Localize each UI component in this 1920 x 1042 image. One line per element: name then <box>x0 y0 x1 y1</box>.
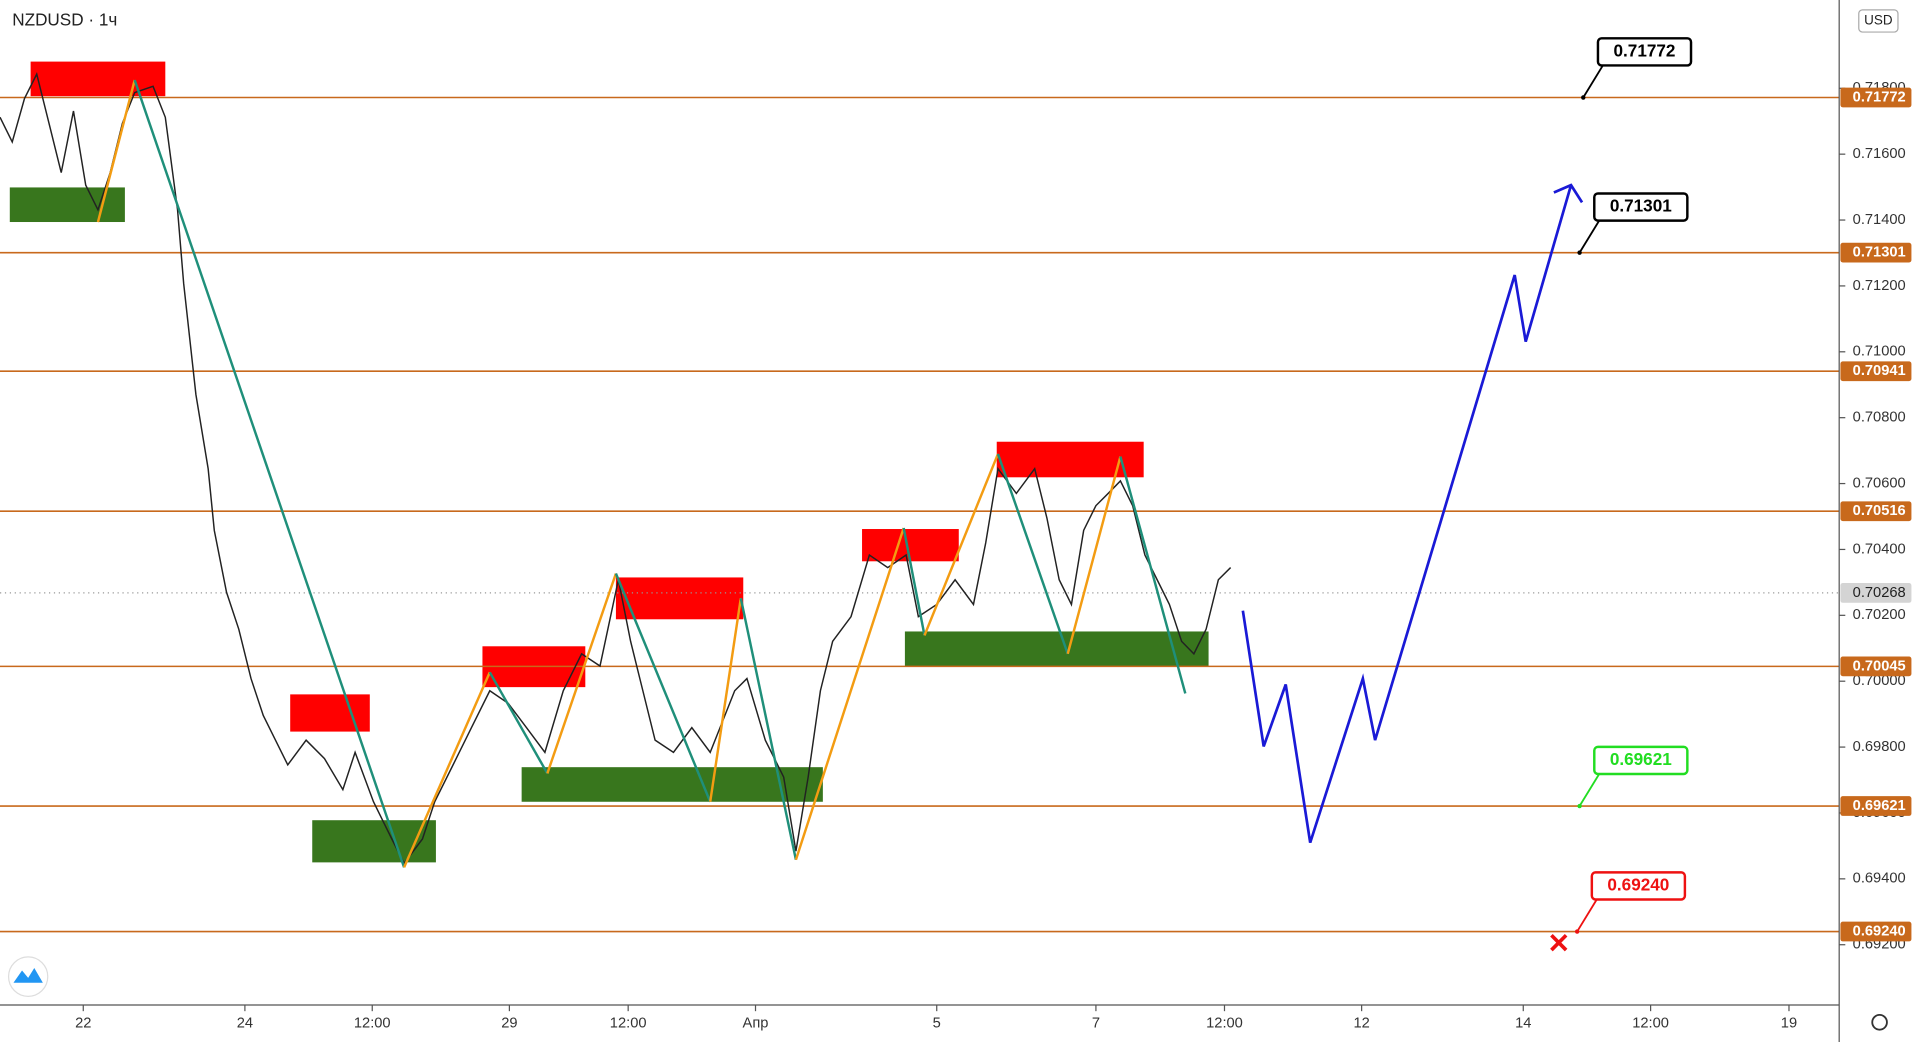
zigzag-segment <box>96 79 136 223</box>
zigzag-segment <box>614 573 712 803</box>
zigzag-segment <box>488 671 549 775</box>
y-tick-label: 0.71000 <box>1853 344 1906 360</box>
zone <box>9 187 125 223</box>
level-label: 0.69240 <box>1853 923 1906 939</box>
zigzag-segment <box>902 527 926 636</box>
callout-box <box>1593 192 1689 222</box>
x-tick-label: 12 <box>1353 1015 1369 1031</box>
y-tick-label: 0.71200 <box>1853 278 1906 294</box>
callout-pointer <box>1578 220 1600 254</box>
zone <box>615 577 744 620</box>
y-tick-label: 0.71400 <box>1853 212 1906 228</box>
x-tick-label: 12:00 <box>354 1015 391 1031</box>
settings-icon[interactable] <box>1871 1013 1888 1031</box>
y-tick-label: 0.70400 <box>1853 541 1906 557</box>
zigzag-segment <box>133 79 406 868</box>
level-label-box <box>1840 921 1912 942</box>
x-tick-label: 7 <box>1092 1015 1100 1031</box>
y-tick-label: 0.69400 <box>1853 871 1906 887</box>
zone <box>30 61 166 97</box>
callout-label: 0.69240 <box>1607 874 1669 894</box>
callout-anchor <box>1577 250 1582 255</box>
stop-marker <box>1550 933 1568 952</box>
level-label-box <box>1840 796 1912 816</box>
y-tick-label: 0.70200 <box>1853 607 1906 623</box>
current-price-box <box>1840 583 1912 603</box>
zone <box>862 529 959 562</box>
currency-box[interactable] <box>1858 9 1899 33</box>
x-tick-label: Апр <box>743 1015 769 1031</box>
level-label-box <box>1840 656 1912 677</box>
zigzag-segment <box>402 671 491 868</box>
x-tick-label: 22 <box>75 1015 91 1031</box>
callout-pointer <box>1582 64 1604 98</box>
y-tick-label: 0.70600 <box>1853 475 1906 491</box>
zigzag-segment <box>1066 456 1122 655</box>
zone <box>290 694 370 732</box>
currency: USD <box>1864 12 1893 27</box>
x-tick-label: 29 <box>501 1015 517 1031</box>
y-tick-label: 0.69800 <box>1853 739 1906 755</box>
callout-label: 0.69621 <box>1610 749 1672 769</box>
x-tick-label: 12:00 <box>1632 1015 1669 1031</box>
x-tick-label: 24 <box>237 1015 253 1031</box>
x-tick-label: 19 <box>1781 1015 1797 1031</box>
callout-label: 0.71772 <box>1614 40 1676 60</box>
level-label: 0.71772 <box>1853 89 1906 105</box>
x-tick-label: 5 <box>933 1015 941 1031</box>
zigzag-segment <box>546 573 618 774</box>
level-label-box <box>1840 501 1912 522</box>
level-label-box <box>1840 242 1912 263</box>
callout-pointer <box>1576 899 1598 933</box>
logo[interactable] <box>7 956 49 997</box>
level-label: 0.70045 <box>1853 658 1906 674</box>
level-label: 0.71301 <box>1853 245 1906 261</box>
callout-box <box>1593 745 1689 776</box>
zigzag-segment <box>996 453 1069 655</box>
x-tick-label: 14 <box>1515 1015 1531 1031</box>
level-label: 0.70941 <box>1853 363 1906 379</box>
symbol-title: NZDUSD · 1ч <box>12 9 117 29</box>
zigzag-segment <box>923 453 1000 636</box>
level-label-box <box>1840 361 1912 382</box>
level-label: 0.69621 <box>1853 798 1906 814</box>
zigzag-segment <box>708 598 743 802</box>
callout-anchor <box>1581 95 1586 100</box>
zone <box>904 631 1209 667</box>
zone <box>312 820 436 863</box>
zigzag-segment <box>794 527 905 861</box>
projection-arrowhead <box>1553 183 1584 204</box>
logo-mark <box>13 968 43 983</box>
level-label: 0.70516 <box>1853 503 1906 519</box>
x-tick-label: 12:00 <box>1206 1015 1243 1031</box>
callout-pointer <box>1578 773 1600 807</box>
price-line <box>0 72 1232 865</box>
zigzag-segment <box>739 597 798 860</box>
callout-anchor <box>1574 929 1580 934</box>
x-tick-label: 12:00 <box>610 1015 647 1031</box>
level-label-box <box>1840 87 1912 108</box>
projection-line <box>1241 184 1573 844</box>
callout-box <box>1590 871 1687 901</box>
callout-box <box>1596 37 1693 67</box>
callout-anchor <box>1577 803 1582 809</box>
zone <box>521 767 823 802</box>
y-tick-label: 0.71600 <box>1853 146 1906 162</box>
zigzag-segment <box>1119 456 1187 694</box>
y-tick-label: 0.70000 <box>1853 673 1906 689</box>
current-price-label: 0.70268 <box>1853 585 1906 601</box>
y-tick-label: 0.70800 <box>1853 410 1906 426</box>
callout-label: 0.71301 <box>1610 196 1672 216</box>
